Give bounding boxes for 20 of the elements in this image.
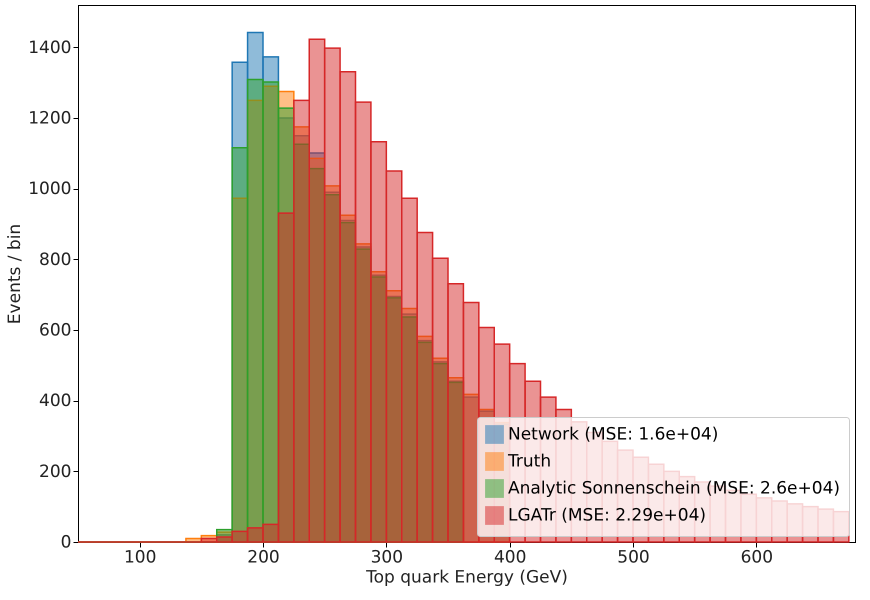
y-tick-label: 1400 [28, 38, 72, 58]
y-tick-label: 400 [39, 391, 72, 412]
x-tick-label: 500 [617, 548, 650, 568]
y-tick-label: 200 [39, 462, 72, 482]
y-axis-title: Events / bin [5, 224, 26, 324]
legend-label: Truth [507, 452, 552, 472]
x-tick-label: 300 [370, 548, 404, 568]
x-tick-label: 100 [124, 548, 156, 568]
y-tick-label: 1200 [28, 108, 72, 129]
legend-label: LGATr (MSE: 2.29e+04) [508, 506, 706, 526]
y-tick-label: 600 [39, 320, 72, 341]
x-tick-label: 600 [740, 548, 774, 568]
legend-label: Network (MSE: 1.6e+04) [508, 424, 718, 444]
x-tick-label: 400 [494, 548, 526, 568]
x-axis-title: Top quark Energy (GeV) [365, 568, 568, 588]
legend-label: Analytic Sonnenschein (MSE: 2.6e+04) [508, 478, 840, 498]
x-tick-label: 200 [247, 548, 280, 568]
y-tick-label: 1000 [28, 179, 72, 200]
y-tick-label: 800 [39, 250, 72, 270]
y-tick-label: 0 [60, 532, 72, 552]
